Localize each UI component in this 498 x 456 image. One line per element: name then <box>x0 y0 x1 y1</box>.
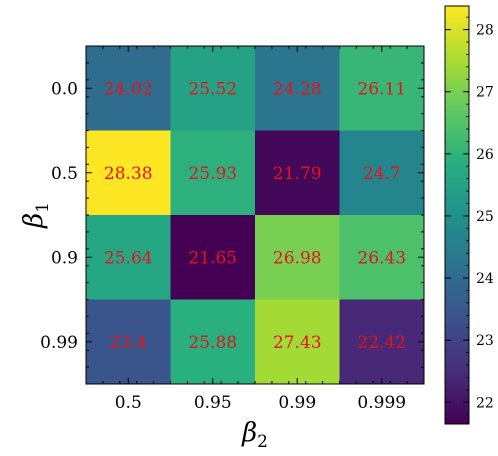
cell-value-label: 25.52 <box>188 79 237 99</box>
y-tick-label: 0.5 <box>51 164 78 184</box>
heatmap-cell <box>339 215 425 300</box>
heatmap-cell <box>339 130 425 216</box>
colorbar-tick-label: 27 <box>476 85 494 101</box>
heatmap-cell <box>170 130 256 216</box>
colorbar-tick-label: 24 <box>476 271 494 287</box>
heatmap-cell <box>86 46 171 131</box>
x-axis-label: β2 <box>241 418 268 452</box>
x-tick-label: 0.95 <box>194 393 232 413</box>
x-tick-label: 0.999 <box>357 393 406 413</box>
heatmap-cell <box>255 46 340 131</box>
cell-value-label: 28.38 <box>104 164 153 184</box>
heatmap-cell <box>255 130 340 216</box>
cell-value-label: 21.79 <box>273 164 322 184</box>
cell-value-label: 25.64 <box>104 248 153 268</box>
cell-value-label: 26.11 <box>357 79 406 99</box>
colorbar-frame <box>444 5 470 425</box>
colorbar-ticks: 22 23 24 25 26 27 28 <box>445 16 494 416</box>
heatmap-cells <box>86 46 425 385</box>
heatmap-cell <box>170 215 256 300</box>
cell-value-label: 22.42 <box>357 333 406 353</box>
cell-value-label: 25.93 <box>188 164 237 184</box>
y-axis-label: β1 <box>19 202 53 229</box>
cell-value-label: 26.98 <box>273 248 322 268</box>
x-tick-labels: 0.5 0.95 0.99 0.999 <box>115 393 406 413</box>
cell-value-label: 27.43 <box>273 333 322 353</box>
heatmap-cell <box>86 215 171 300</box>
cell-value-label: 24.28 <box>273 79 322 99</box>
y-tick-label: 0.9 <box>51 248 78 268</box>
cell-value-label: 24.7 <box>363 164 401 184</box>
heatmap-cell <box>255 299 340 385</box>
cell-value-label: 21.65 <box>188 248 237 268</box>
cell-value-label: 25.88 <box>188 333 237 353</box>
x-tick-label: 0.99 <box>278 393 316 413</box>
y-tick-labels: 0.0 0.5 0.9 0.99 <box>40 79 78 353</box>
cell-value-label: 23.4 <box>109 333 147 353</box>
heatmap-cell <box>86 299 171 385</box>
heatmap-cell <box>339 46 425 131</box>
colorbar-tick-label: 26 <box>476 147 494 163</box>
axis-ticks <box>85 45 425 385</box>
x-tick-label: 0.5 <box>115 393 142 413</box>
heatmap-cell <box>170 46 256 131</box>
heatmap-cell <box>255 215 340 300</box>
y-tick-label: 0.99 <box>40 333 78 353</box>
heatmap-cell <box>170 299 256 385</box>
heatmap-cell <box>339 299 425 385</box>
cell-value-labels: 24.02 25.52 24.28 26.11 28.38 25.93 21.79 24.7 2… <box>104 79 406 353</box>
colorbar-tick-label: 25 <box>476 209 494 225</box>
colorbar-tick-label: 23 <box>476 333 494 349</box>
heatmap-cell <box>86 130 171 216</box>
cell-value-label: 24.02 <box>104 79 153 99</box>
colorbar <box>445 6 469 424</box>
colorbar-tick-label: 22 <box>476 395 494 411</box>
colorbar-tick-label: 28 <box>476 23 494 39</box>
cell-value-label: 26.43 <box>357 248 406 268</box>
y-tick-label: 0.0 <box>51 79 78 99</box>
